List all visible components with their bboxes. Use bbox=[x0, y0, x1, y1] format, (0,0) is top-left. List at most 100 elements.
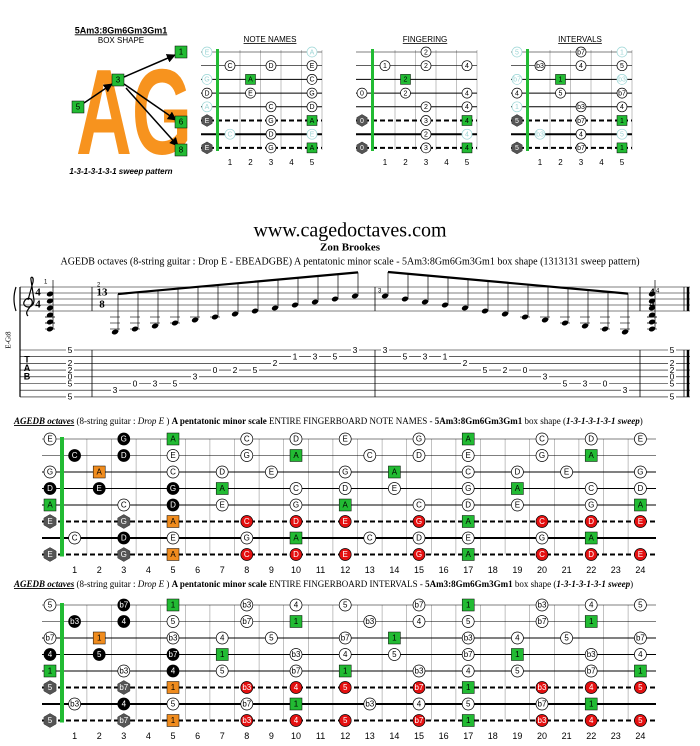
note-label: 1 bbox=[589, 700, 594, 709]
fret-number: 2 bbox=[97, 565, 102, 575]
note-square bbox=[306, 115, 318, 126]
note-circle bbox=[338, 482, 352, 495]
note-circle bbox=[43, 631, 57, 645]
note-label: 4 bbox=[589, 716, 594, 725]
fret-number: 11 bbox=[316, 731, 325, 741]
note-label: 4 bbox=[417, 617, 422, 626]
logo-caption: 1-3-1-3-1-3-1 sweep pattern bbox=[69, 167, 172, 176]
fret-number: 21 bbox=[562, 565, 572, 575]
fret-number: 16 bbox=[439, 565, 449, 575]
note-circle bbox=[166, 615, 180, 628]
note-circle bbox=[388, 482, 401, 495]
time-signature: 4 bbox=[35, 299, 41, 311]
note-label: 5 bbox=[343, 716, 348, 725]
note-circle bbox=[166, 531, 180, 545]
fret-number: 5 bbox=[170, 731, 175, 741]
note-label: 3 bbox=[424, 118, 428, 125]
finger-box bbox=[174, 143, 188, 157]
measure-number: 3 bbox=[378, 289, 382, 295]
note-label: G bbox=[293, 501, 299, 510]
note-hexagon bbox=[43, 713, 57, 728]
note-hexagon bbox=[117, 547, 131, 562]
note-label: A bbox=[638, 501, 644, 510]
notehead bbox=[648, 305, 656, 311]
note-circle bbox=[265, 128, 277, 140]
note-circle bbox=[511, 74, 523, 85]
note-label: E bbox=[205, 49, 210, 56]
note-circle bbox=[363, 615, 377, 628]
note-label: D bbox=[588, 435, 594, 444]
note-label: b3 bbox=[119, 667, 128, 676]
fret-number: 18 bbox=[488, 731, 498, 741]
note-circle bbox=[634, 515, 647, 528]
note-label: C bbox=[465, 468, 471, 477]
note-circle bbox=[166, 449, 180, 462]
note-label: 4 bbox=[294, 683, 299, 692]
note-circle bbox=[461, 648, 475, 661]
note-label: b3 bbox=[464, 634, 473, 643]
note-circle bbox=[289, 714, 303, 727]
note-label: D bbox=[268, 132, 273, 139]
note-label: G bbox=[244, 534, 250, 543]
heading-part: ) bbox=[640, 416, 643, 426]
tab-gap bbox=[151, 380, 159, 387]
heading-part: 1-3-1-3-1-3-1 sweep bbox=[566, 416, 640, 426]
note-label: 1 bbox=[620, 145, 624, 152]
note-label: 5 bbox=[515, 145, 519, 152]
note-circle bbox=[215, 631, 229, 645]
note-square bbox=[43, 664, 57, 678]
notehead bbox=[541, 317, 549, 323]
note-square bbox=[166, 432, 180, 446]
note-circle bbox=[363, 697, 377, 711]
measure-number: 1 bbox=[44, 280, 48, 286]
note-circle bbox=[420, 101, 432, 113]
tab-number: 3 bbox=[193, 372, 198, 382]
note-circle bbox=[240, 714, 254, 727]
note-hexagon bbox=[356, 114, 368, 127]
heading-part: Drop E bbox=[137, 579, 165, 589]
note-label: E bbox=[47, 435, 52, 444]
notehead bbox=[501, 311, 509, 317]
note-label: b7 bbox=[415, 683, 424, 692]
notehead bbox=[151, 323, 159, 329]
note-label: E bbox=[248, 90, 253, 97]
note-circle bbox=[634, 714, 647, 727]
note-label: D bbox=[170, 501, 176, 510]
note-square bbox=[461, 142, 473, 154]
note-circle bbox=[420, 115, 432, 126]
tab-gap bbox=[351, 346, 359, 354]
beam bbox=[117, 271, 359, 296]
note-hexagon bbox=[43, 680, 57, 695]
note-circle bbox=[575, 128, 587, 140]
tab-gap bbox=[171, 380, 179, 387]
note-circle bbox=[584, 515, 598, 528]
note-label: 5 bbox=[466, 700, 471, 709]
note-circle bbox=[338, 548, 352, 561]
note-circle bbox=[412, 697, 426, 711]
note-circle bbox=[306, 128, 318, 140]
note-square bbox=[166, 714, 180, 727]
note-label: E bbox=[170, 451, 175, 460]
tab-gap bbox=[131, 380, 139, 387]
note-label: E bbox=[515, 501, 520, 510]
heading-part: ) bbox=[164, 416, 172, 426]
note-circle bbox=[338, 465, 352, 479]
note-label: A bbox=[515, 484, 521, 493]
note-label: b7 bbox=[577, 145, 585, 152]
heading-part: (8-string guitar : bbox=[74, 579, 138, 589]
note-circle bbox=[43, 432, 57, 446]
fret-number: 19 bbox=[512, 731, 522, 741]
note-label: G bbox=[121, 517, 127, 526]
note-label: E bbox=[47, 517, 52, 526]
fret-number: 3 bbox=[579, 158, 584, 167]
fret-number: 20 bbox=[537, 565, 547, 575]
tab-gap bbox=[668, 380, 676, 387]
note-label: G bbox=[637, 468, 643, 477]
fret-number: 2 bbox=[403, 158, 408, 167]
nut bbox=[526, 49, 529, 151]
note-label: 2 bbox=[424, 63, 428, 70]
notehead bbox=[621, 329, 629, 335]
note-hexagon bbox=[117, 713, 131, 728]
note-circle bbox=[338, 631, 352, 645]
